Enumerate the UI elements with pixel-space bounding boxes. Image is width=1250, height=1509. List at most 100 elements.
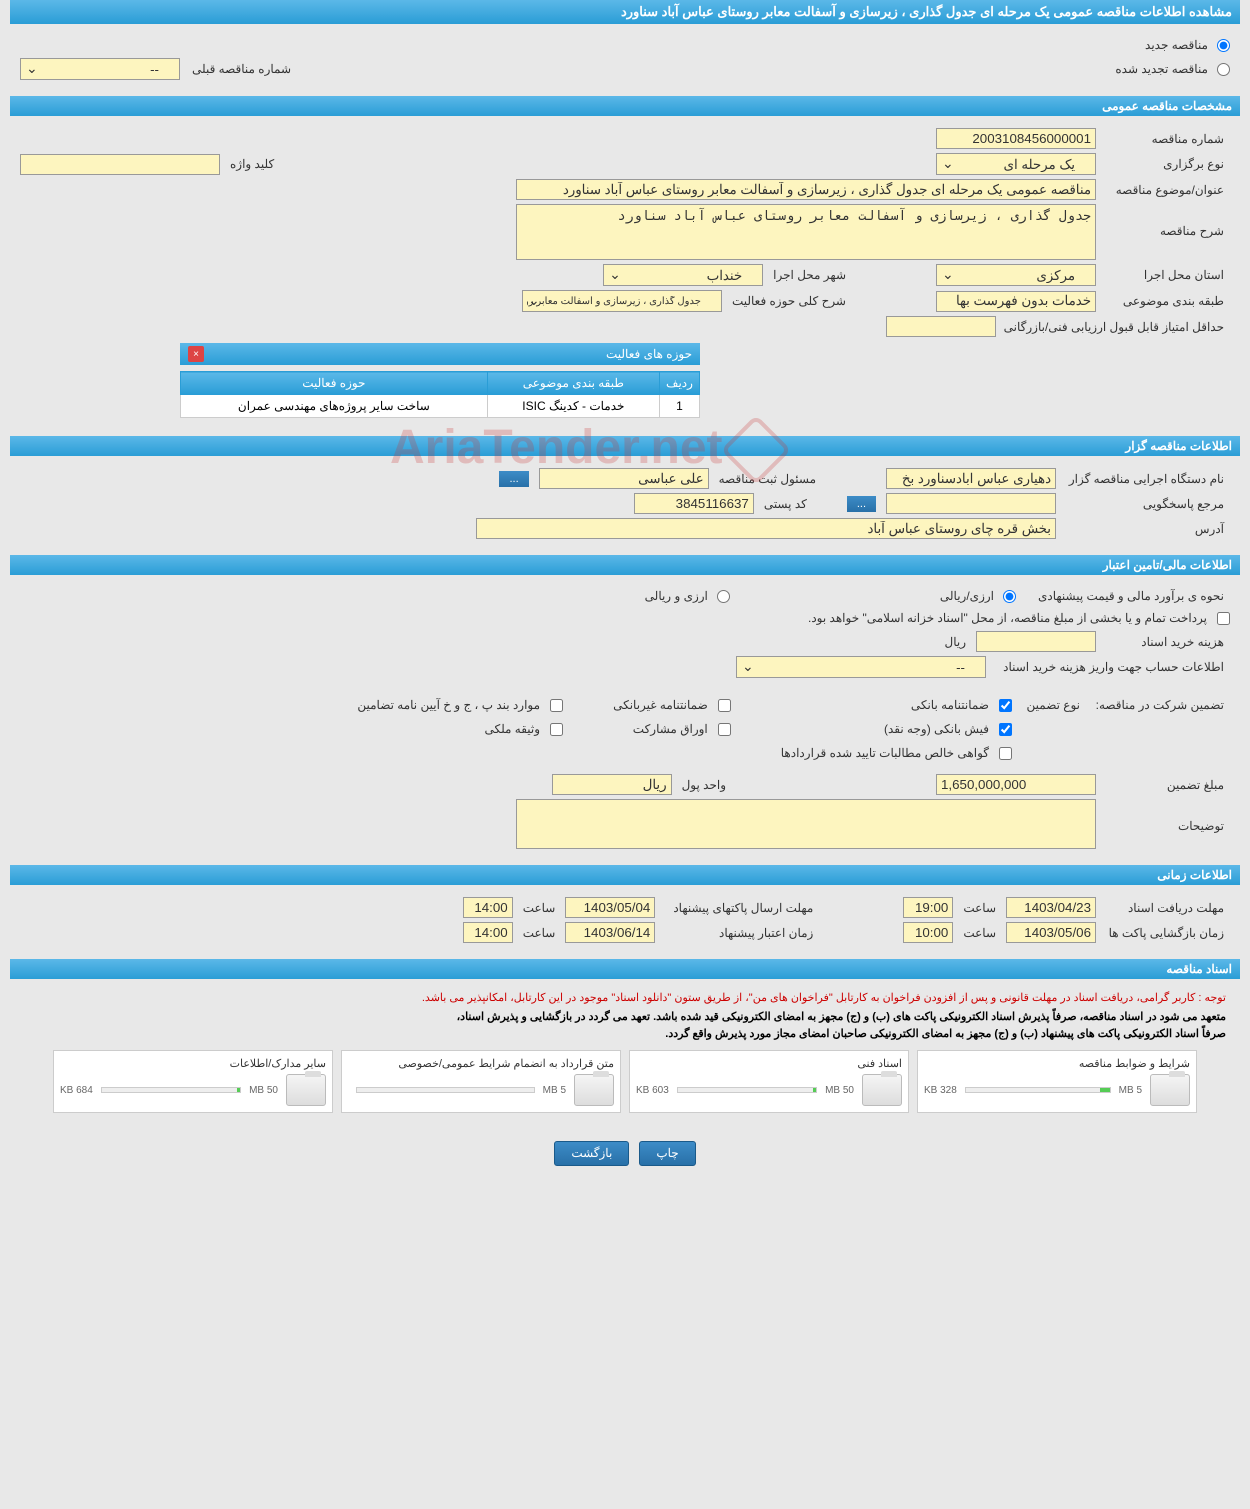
input-tender-number[interactable] bbox=[936, 128, 1096, 149]
label-nonbank-guarantee: ضمانتنامه غیربانکی bbox=[607, 696, 714, 714]
col-category: طبقه بندی موضوعی bbox=[487, 372, 659, 395]
input-min-score[interactable] bbox=[886, 316, 996, 337]
label-org-name: نام دستگاه اجرایی مناقصه گزار bbox=[1060, 470, 1230, 488]
label-time3: ساعت bbox=[957, 924, 1002, 942]
input-subject[interactable] bbox=[516, 179, 1096, 200]
input-opening-time[interactable] bbox=[903, 922, 953, 943]
label-renewed-tender: مناقصه تجدید شده bbox=[1109, 60, 1214, 78]
label-securities: اوراق مشارکت bbox=[627, 720, 714, 738]
label-contact: مرجع پاسخگویی bbox=[1060, 495, 1230, 513]
label-currency-unit: واحد پول bbox=[676, 776, 732, 794]
doc-size: 328 KB bbox=[924, 1085, 957, 1096]
label-holding-type: نوع برگزاری bbox=[1100, 155, 1230, 173]
input-doc-cost[interactable] bbox=[976, 631, 1096, 652]
checkbox-bank-guarantee[interactable] bbox=[999, 699, 1012, 712]
label-doc-deadline: مهلت دریافت اسناد bbox=[1100, 899, 1230, 917]
checkbox-bylaw[interactable] bbox=[550, 699, 563, 712]
radio-foreign[interactable] bbox=[717, 590, 730, 603]
progress-bar bbox=[356, 1087, 535, 1093]
progress-bar bbox=[101, 1087, 241, 1093]
select-holding-type[interactable]: یک مرحله ای bbox=[936, 153, 1096, 175]
input-proposal-time[interactable] bbox=[463, 897, 513, 918]
doc-title: سایر مدارک/اطلاعات bbox=[60, 1057, 326, 1074]
label-proposal-deadline: مهلت ارسال پاکتهای پیشنهاد bbox=[659, 899, 819, 917]
radio-rial[interactable] bbox=[1003, 590, 1016, 603]
label-notes: توضیحات bbox=[1100, 799, 1230, 835]
label-bank-receipt: فیش بانکی (وجه نقد) bbox=[878, 720, 995, 738]
input-validity-date[interactable] bbox=[565, 922, 655, 943]
more-button[interactable]: ... bbox=[499, 471, 528, 487]
contact-more-button[interactable]: ... bbox=[847, 496, 876, 512]
input-doc-deadline-date[interactable] bbox=[1006, 897, 1096, 918]
folder-icon[interactable] bbox=[1150, 1074, 1190, 1106]
label-min-score: حداقل امتیاز قابل قبول ارزیابی فنی/بازرگ… bbox=[1000, 318, 1230, 336]
select-activity-desc[interactable]: جدول گذاری ، زیرسازی و آسفالت معابر روست… bbox=[522, 290, 722, 312]
input-keyword[interactable] bbox=[20, 154, 220, 175]
select-prev-number[interactable]: -- bbox=[20, 58, 180, 80]
select-province[interactable]: مرکزی bbox=[936, 264, 1096, 286]
section-documents: اسناد مناقصه bbox=[10, 959, 1240, 979]
label-time4: ساعت bbox=[517, 924, 562, 942]
label-doc-cost: هزینه خرید اسناد bbox=[1100, 633, 1230, 651]
input-validity-time[interactable] bbox=[463, 922, 513, 943]
note-black1: متعهد می شود در اسناد مناقصه، صرفاً پذیر… bbox=[20, 1008, 1230, 1025]
doc-box: اسناد فنی 50 MB 603 KB bbox=[629, 1050, 909, 1113]
input-org-name[interactable] bbox=[886, 468, 1056, 489]
progress-bar bbox=[677, 1087, 817, 1093]
label-contract-cert: گواهی خالص مطالبات تایید شده قراردادها bbox=[775, 744, 995, 762]
folder-icon[interactable] bbox=[574, 1074, 614, 1106]
textarea-notes[interactable] bbox=[516, 799, 1096, 849]
select-city[interactable]: خنداب bbox=[603, 264, 763, 286]
input-contact[interactable] bbox=[886, 493, 1056, 514]
doc-size: 684 KB bbox=[60, 1085, 93, 1096]
checkbox-property[interactable] bbox=[550, 723, 563, 736]
checkbox-payment-note[interactable] bbox=[1217, 612, 1230, 625]
progress-bar bbox=[965, 1087, 1111, 1093]
checkbox-nonbank-guarantee[interactable] bbox=[718, 699, 731, 712]
select-account[interactable]: -- bbox=[736, 656, 986, 678]
section-financial: اطلاعات مالی/تامین اعتبار bbox=[10, 555, 1240, 575]
label-activity-desc: شرح کلی حوزه فعالیت bbox=[726, 292, 852, 310]
input-guarantee-amount[interactable] bbox=[936, 774, 1096, 795]
close-icon[interactable]: × bbox=[188, 346, 204, 362]
label-description: شرح مناقصه bbox=[1100, 204, 1230, 240]
doc-box: متن قرارداد به انضمام شرایط عمومی/خصوصی … bbox=[341, 1050, 621, 1113]
input-currency-unit[interactable] bbox=[552, 774, 672, 795]
doc-max: 5 MB bbox=[543, 1085, 566, 1096]
input-opening-date[interactable] bbox=[1006, 922, 1096, 943]
radio-renewed-tender[interactable] bbox=[1217, 63, 1230, 76]
doc-title: متن قرارداد به انضمام شرایط عمومی/خصوصی bbox=[348, 1057, 614, 1074]
label-address: آدرس bbox=[1060, 520, 1230, 538]
doc-box: سایر مدارک/اطلاعات 50 MB 684 KB bbox=[53, 1050, 333, 1113]
textarea-description[interactable]: جدول گذاری ، زیرسازی و آسفالت معابر روست… bbox=[516, 204, 1096, 260]
table-row: 1 خدمات - کدینگ ISIC ساخت سایر پروژه‌های… bbox=[181, 395, 700, 418]
input-proposal-date[interactable] bbox=[565, 897, 655, 918]
input-postal[interactable] bbox=[634, 493, 754, 514]
back-button[interactable]: بازگشت bbox=[554, 1141, 629, 1166]
folder-icon[interactable] bbox=[286, 1074, 326, 1106]
label-time2: ساعت bbox=[517, 899, 562, 917]
input-category[interactable] bbox=[936, 291, 1096, 312]
input-registrar[interactable] bbox=[539, 468, 709, 489]
label-new-tender: مناقصه جدید bbox=[1139, 36, 1214, 54]
folder-icon[interactable] bbox=[862, 1074, 902, 1106]
input-address[interactable] bbox=[476, 518, 1056, 539]
note-black2: صرفاً اسناد الکترونیکی پاکت های پیشنهاد … bbox=[20, 1025, 1230, 1042]
checkbox-securities[interactable] bbox=[718, 723, 731, 736]
label-opening: زمان بازگشایی پاکت ها bbox=[1100, 924, 1230, 942]
doc-title: شرایط و ضوابط مناقصه bbox=[924, 1057, 1190, 1074]
label-rial: ارزی/ریالی bbox=[934, 587, 1000, 605]
doc-title: اسناد فنی bbox=[636, 1057, 902, 1074]
radio-new-tender[interactable] bbox=[1217, 39, 1230, 52]
doc-max: 50 MB bbox=[249, 1085, 278, 1096]
checkbox-contract-cert[interactable] bbox=[999, 747, 1012, 760]
print-button[interactable]: چاپ bbox=[639, 1141, 695, 1166]
activity-header: حوزه های فعالیت × bbox=[180, 343, 700, 365]
checkbox-bank-receipt[interactable] bbox=[999, 723, 1012, 736]
label-time1: ساعت bbox=[957, 899, 1002, 917]
label-foreign: ارزی و ریالی bbox=[639, 587, 714, 605]
section-general: مشخصات مناقصه عمومی bbox=[10, 96, 1240, 116]
input-doc-deadline-time[interactable] bbox=[903, 897, 953, 918]
label-tender-number: شماره مناقصه bbox=[1100, 130, 1230, 148]
label-category: طبقه بندی موضوعی bbox=[1100, 292, 1230, 310]
